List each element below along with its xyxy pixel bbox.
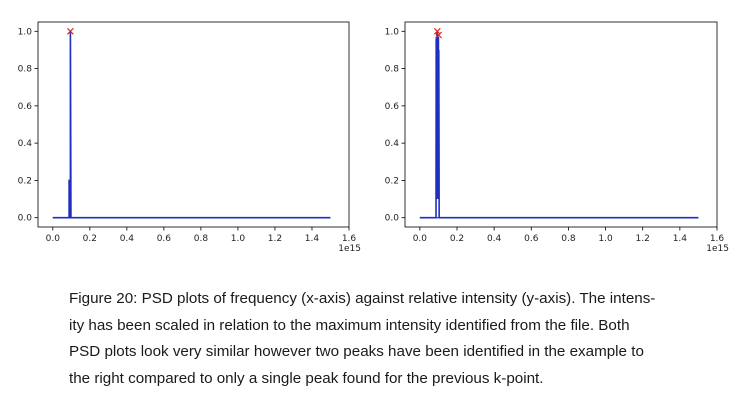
x-tick-label: 0.4	[120, 234, 135, 244]
peak-marker	[67, 27, 74, 35]
x-tick-label: 1.2	[268, 234, 282, 244]
peak-marker	[433, 27, 441, 35]
x-tick-label: 0.0	[413, 234, 428, 244]
y-tick-label: 0.4	[18, 139, 33, 149]
x-tick-label: 0.2	[83, 234, 97, 244]
x-tick-label: 1.0	[231, 234, 246, 244]
x-tick-label: 1.4	[305, 234, 320, 244]
y-tick-label: 0.0	[385, 214, 400, 224]
y-tick-label: 0.6	[18, 102, 33, 112]
x-tick-label: 1.6	[342, 234, 357, 244]
psd-plot-right: 0.0 0.2 0.4 0.6 0.8 1.0 1.2 1.4 1.6 0.0 0.2 0.4 0.6 0…	[385, 21, 729, 254]
y-tick-label: 0.2	[18, 176, 32, 186]
plot-frame	[37, 21, 350, 228]
caption-line-2: ity has been scaled in relation to the m…	[69, 316, 630, 334]
x-tick-label: 1.2	[636, 234, 650, 244]
y-tick-label: 0.8	[18, 65, 33, 75]
x-scale-label: 1e15	[338, 244, 361, 254]
peak-marker	[435, 31, 443, 39]
y-tick-label: 0.6	[385, 102, 400, 112]
y-tick-label: 1.0	[18, 27, 33, 37]
y-tick-label: 0.2	[385, 176, 399, 186]
figure-20: 0.0 0.2 0.4 0.6 0.8 1.0 1.2 1.4 1.6 0.0 0.2 0.4 0.6 0…	[18, 21, 729, 254]
figure-caption: Figure 20: PSD plots of frequency (x-axi…	[69, 286, 679, 392]
psd-series-line	[419, 31, 699, 219]
psd-series-line	[52, 31, 331, 219]
x-tick-label: 1.0	[598, 234, 613, 244]
x-tick-label: 0.6	[524, 234, 539, 244]
x-tick-label: 0.4	[487, 234, 502, 244]
caption-line-1: Figure 20: PSD plots of frequency (x-axi…	[69, 290, 656, 307]
x-tick-label: 0.8	[194, 234, 209, 244]
x-tick-label: 0.2	[450, 234, 464, 244]
x-tick-label: 0.8	[561, 234, 576, 244]
x-tick-label: 0.6	[157, 234, 172, 244]
plot-frame	[404, 21, 718, 228]
psd-plot-left: 0.0 0.2 0.4 0.6 0.8 1.0 1.2 1.4 1.6 0.0 0.2 0.4 0.6 0…	[18, 21, 361, 254]
caption-line-4: the right compared to only a single peak…	[69, 369, 544, 387]
x-tick-label: 1.4	[673, 234, 688, 244]
y-tick-label: 0.0	[18, 214, 33, 224]
caption-line-3: PSD plots look very similar however two …	[69, 343, 644, 360]
x-tick-label: 1.6	[710, 234, 725, 244]
y-tick-label: 1.0	[385, 27, 400, 37]
y-tick-label: 0.8	[385, 65, 400, 75]
x-tick-label: 0.0	[46, 234, 61, 244]
x-scale-label: 1e15	[706, 244, 729, 254]
y-tick-label: 0.4	[385, 139, 400, 149]
